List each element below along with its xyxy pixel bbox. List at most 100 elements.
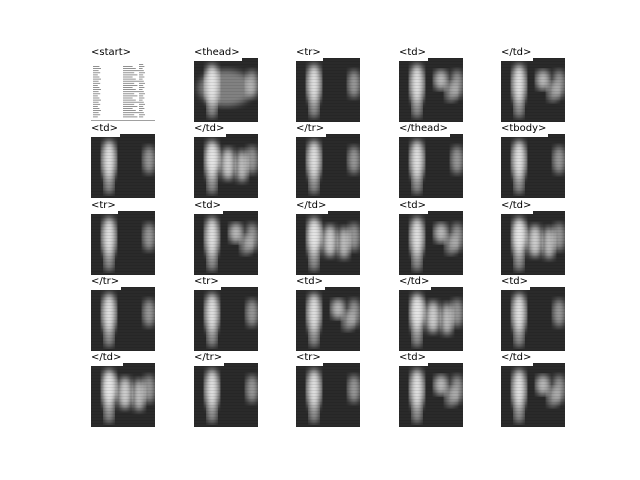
document-text-line [123, 78, 136, 80]
document-text-line [93, 72, 101, 74]
document-text-line [123, 114, 135, 116]
panel-tag-label: <td> [194, 199, 224, 214]
panel-tag-label: </td> [296, 199, 329, 214]
attention-heatmap [194, 287, 258, 351]
document-text-line [93, 99, 101, 101]
panel-tag-label: <td> [91, 122, 121, 137]
panel: </td> [296, 199, 360, 275]
document-text-line [123, 97, 133, 99]
document-thumbnail [91, 58, 155, 122]
panel: </tr> [91, 275, 155, 351]
panel: <tr> [91, 199, 155, 275]
panel: <td> [194, 199, 258, 275]
attention-heatmap [91, 287, 155, 351]
panel: </td> [91, 351, 155, 427]
panel-tag-label: <td> [501, 275, 531, 290]
document-text-line [123, 112, 139, 114]
panel: <tr> [296, 46, 360, 122]
document-text-line [139, 72, 145, 74]
panel: </td> [501, 199, 565, 275]
attention-heatmap [296, 211, 360, 275]
document-text-line [93, 103, 101, 105]
document-text-line [123, 91, 139, 93]
document-text-line [93, 80, 99, 82]
document-text-line [93, 95, 98, 97]
document-text-line [123, 108, 133, 109]
panel-tag-label: <tr> [296, 351, 323, 366]
document-text-line [93, 91, 99, 93]
panel: <tr> [194, 275, 258, 351]
document-text-line [123, 93, 135, 95]
panel-tag-label: </tr> [194, 351, 225, 366]
document-text-line [139, 97, 145, 99]
panel: </td> [501, 351, 565, 427]
document-text-line [139, 106, 144, 107]
document-text-line [123, 99, 136, 101]
attention-heatmap [91, 134, 155, 198]
document-text-line [139, 110, 143, 111]
document-text-line [139, 116, 144, 118]
document-text-line [93, 78, 101, 80]
document-text-line [93, 114, 101, 116]
panel: <td> [399, 351, 463, 427]
document-text-line [139, 66, 145, 67]
panel-tag-label: <tr> [194, 275, 221, 290]
document-text-line [139, 64, 144, 65]
document-text-line [93, 85, 98, 86]
document-text-line [123, 66, 133, 67]
document-text-line [93, 110, 101, 111]
document-text-line [139, 108, 145, 109]
panel-tag-label: <thead> [194, 46, 242, 61]
document-text-line [139, 76, 145, 78]
attention-heatmap [399, 287, 463, 351]
document-text-line [139, 82, 145, 84]
document-text-line [139, 93, 145, 95]
document-text-line [123, 101, 139, 103]
document-text-line [123, 76, 133, 78]
panel-tag-label: </td> [501, 351, 534, 366]
attention-heatmap [194, 211, 258, 275]
document-text-line [123, 70, 139, 72]
document-text-line [123, 80, 139, 82]
document-text-line [123, 82, 135, 84]
attention-heatmap [501, 363, 565, 427]
document-text-line [123, 68, 136, 69]
document-text-line [139, 87, 145, 88]
document-text-line [139, 78, 143, 80]
document-text-line [93, 74, 98, 76]
document-text-line [139, 70, 144, 72]
document-text-line [93, 97, 100, 99]
attention-heatmap [91, 211, 155, 275]
document-text-line [123, 106, 138, 107]
document-text-line [123, 110, 136, 111]
attention-heatmap [399, 134, 463, 198]
panel: <thead> [194, 46, 258, 122]
panel-tag-label: </td> [501, 199, 534, 214]
attention-heatmap [399, 363, 463, 427]
document-text-line [93, 66, 100, 67]
document-text-line [123, 85, 138, 86]
panel-tag-label: <td> [296, 275, 326, 290]
document-text-line [93, 76, 100, 78]
attention-heatmap [296, 134, 360, 198]
document-text-line [123, 116, 138, 118]
document-text-line [139, 74, 144, 76]
document-text-line [139, 68, 143, 69]
panel-tag-label: </td> [399, 275, 432, 290]
document-text-line [123, 72, 135, 74]
panel-tag-label: <td> [399, 46, 429, 61]
document-text-line [93, 68, 101, 69]
panel: <td> [399, 199, 463, 275]
panel-tag-label: <tr> [296, 46, 323, 61]
document-text-line [123, 87, 133, 88]
document-text-line [93, 82, 101, 84]
panel-tag-label: </td> [91, 351, 124, 366]
attention-heatmap [501, 134, 565, 198]
document-rule [91, 120, 155, 121]
attention-heatmap [399, 211, 463, 275]
document-text-line [93, 93, 101, 95]
attention-heatmap [296, 363, 360, 427]
attention-heatmap [194, 134, 258, 198]
panel-tag-label: </tr> [91, 275, 122, 290]
